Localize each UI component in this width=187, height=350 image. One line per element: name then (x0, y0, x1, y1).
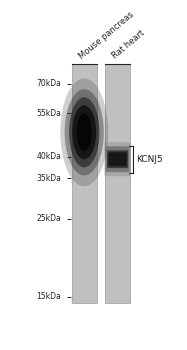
Ellipse shape (69, 97, 99, 167)
Ellipse shape (77, 113, 92, 151)
Text: 25kDa: 25kDa (36, 214, 61, 223)
Text: 35kDa: 35kDa (36, 174, 61, 183)
Ellipse shape (65, 89, 104, 175)
Text: 55kDa: 55kDa (36, 109, 61, 118)
FancyBboxPatch shape (107, 150, 128, 168)
Bar (105, 64, 130, 303)
FancyBboxPatch shape (108, 152, 127, 166)
Text: Mouse pancreas: Mouse pancreas (77, 10, 135, 61)
Text: KCNJ5: KCNJ5 (137, 155, 163, 164)
Ellipse shape (60, 78, 108, 186)
Text: 40kDa: 40kDa (36, 152, 61, 161)
Text: 70kDa: 70kDa (36, 79, 61, 88)
Bar (72, 64, 96, 303)
Text: 15kDa: 15kDa (36, 292, 61, 301)
Text: Rat heart: Rat heart (110, 29, 146, 61)
FancyBboxPatch shape (104, 142, 131, 176)
FancyBboxPatch shape (106, 146, 130, 172)
Ellipse shape (72, 105, 96, 159)
